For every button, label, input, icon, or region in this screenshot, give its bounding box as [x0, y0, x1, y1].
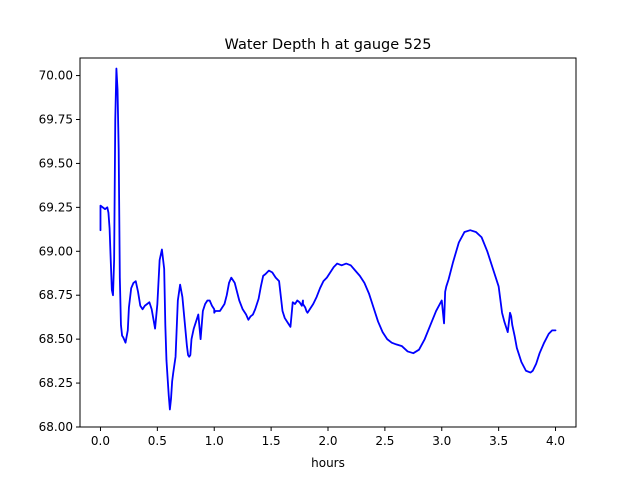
y-tick-label: 70.00: [39, 69, 73, 83]
y-tick-label: 68.00: [39, 420, 73, 434]
y-tick-label: 69.50: [39, 156, 73, 170]
x-axis-label: hours: [311, 456, 345, 470]
x-tick-label: 0.0: [91, 434, 110, 448]
x-tick-label: 4.0: [546, 434, 565, 448]
y-tick-label: 68.25: [39, 376, 73, 390]
series-layer: [99, 67, 557, 411]
y-tick-label: 69.75: [39, 113, 73, 127]
chart-title: Water Depth h at gauge 525: [225, 37, 432, 53]
y-tick-label: 69.00: [39, 244, 73, 258]
x-tick-label: 3.0: [432, 434, 451, 448]
x-tick-label: 0.5: [148, 434, 167, 448]
y-tick-label: 68.75: [39, 288, 73, 302]
y-tick-label: 68.50: [39, 332, 73, 346]
x-axis: 0.0 0.5 1.0 1.5 2.0 2.5 3.0 3.5 4.0: [91, 427, 565, 448]
x-tick-label: 2.5: [375, 434, 394, 448]
x-tick-label: 3.5: [489, 434, 508, 448]
x-tick-label: 1.5: [262, 434, 281, 448]
x-tick-label: 2.0: [318, 434, 337, 448]
series-line-0: [99, 67, 557, 411]
y-tick-label: 69.25: [39, 200, 73, 214]
x-tick-label: 1.0: [205, 434, 224, 448]
y-axis: 68.00 68.25 68.50 68.75 69.00 69.25 69.50 69.75…: [39, 69, 80, 434]
